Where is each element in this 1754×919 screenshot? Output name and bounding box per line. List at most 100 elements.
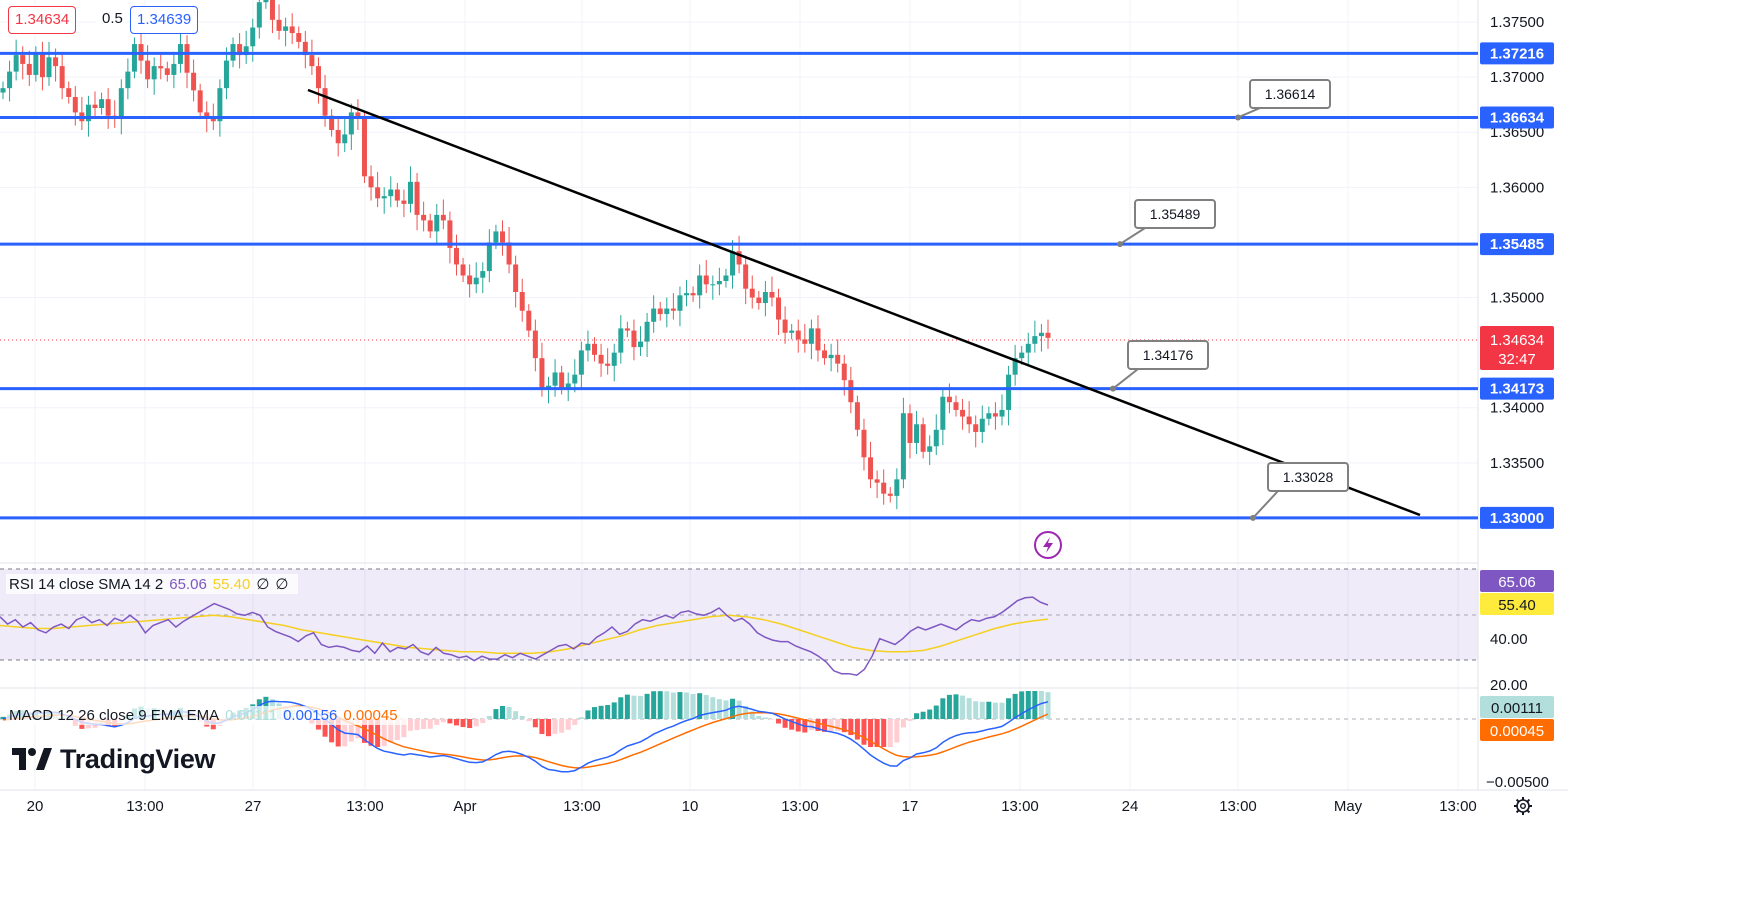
candle-body — [973, 424, 979, 432]
callout-pointer — [1112, 368, 1139, 390]
candle-body — [1038, 332, 1044, 337]
macd-histogram-bar — [657, 691, 663, 719]
macd-histogram-bar — [572, 719, 578, 725]
time-tick-label: 13:00 — [126, 798, 164, 815]
candle-body — [664, 308, 670, 315]
price-tick-label: 1.37500 — [1490, 14, 1544, 31]
callout-label: 1.34176 — [1143, 347, 1194, 363]
candle-body — [1045, 332, 1051, 338]
candle-body — [868, 457, 874, 480]
candle-body — [348, 112, 354, 135]
candle-body — [684, 293, 690, 296]
candle-body — [841, 363, 847, 381]
level-axis-label-bg — [1480, 377, 1554, 400]
time-tick-label: 10 — [682, 798, 699, 815]
time-tick-label: May — [1334, 798, 1363, 815]
callout-pointer — [1252, 490, 1279, 519]
candle-body — [204, 112, 210, 120]
candle-body — [585, 343, 591, 351]
candle-body — [572, 374, 578, 384]
macd-histogram-bar — [513, 711, 519, 719]
candle-body — [762, 292, 768, 304]
macd-legend[interactable]: MACD 12 26 close 9 EMA EMA 0.00111 0.00156… — [6, 706, 407, 725]
level-axis-label: 1.36634 — [1490, 109, 1545, 126]
price-axis[interactable]: 1.37500 1.37000 1.36500 1.36000 1.35000 1.340… — [1490, 14, 1544, 472]
tradingview-logo-icon — [12, 748, 52, 770]
macd-histogram-bar — [427, 719, 433, 729]
candle-body — [131, 44, 137, 72]
macd-histogram-bar — [644, 693, 650, 719]
candle-body — [776, 297, 782, 320]
macd-histogram-bar — [894, 719, 900, 743]
level-axis-label: 1.35485 — [1490, 236, 1544, 253]
support-resistance-levels[interactable]: 1.37216 1.36634 1.35485 1.34173 1.33000 — [0, 42, 1554, 529]
macd-histogram-bar — [460, 719, 466, 728]
macd-legend-signal: 0.00045 — [343, 707, 398, 724]
macd-histogram-bar — [769, 719, 775, 720]
macd-histogram-bar — [631, 695, 637, 719]
candle-body — [822, 350, 828, 359]
level-axis-label-bg — [1480, 506, 1554, 529]
ohlc-buy-price[interactable]: 1.34639 — [130, 6, 199, 34]
tradingview-logo[interactable]: TradingView — [12, 742, 216, 776]
candle-body — [887, 493, 893, 496]
candle-body — [197, 90, 203, 113]
price-chart[interactable]: 1.37500 1.37000 1.36500 1.36000 1.35000 1.340… — [0, 0, 1568, 822]
level-axis-label: 1.34173 — [1490, 381, 1544, 398]
candle-body — [361, 119, 367, 177]
candle-body — [33, 52, 39, 75]
macd-histogram-bar — [381, 719, 387, 747]
macd-histogram-bar — [907, 719, 913, 721]
macd-histogram-bar — [375, 719, 381, 747]
macd-histogram-bar — [677, 692, 683, 719]
candle-body — [289, 26, 295, 34]
candle-body — [486, 242, 492, 272]
gear-icon[interactable] — [1514, 797, 1532, 815]
candle-body — [460, 264, 466, 276]
macd-histogram-bar — [815, 719, 821, 732]
candle-body — [854, 402, 860, 430]
candle-body — [657, 308, 663, 315]
candle-body — [835, 354, 841, 364]
candle-body — [85, 104, 91, 122]
candle-body — [342, 134, 348, 144]
candle-body — [782, 319, 788, 333]
level-callouts[interactable]: 1.36614 1.35489 1.34176 1.33028 — [1110, 79, 1349, 521]
candle-body — [953, 402, 959, 410]
trend-line[interactable] — [307, 88, 1421, 517]
macd-histogram-bar — [434, 719, 440, 725]
macd-histogram-bar — [927, 709, 933, 719]
macd-histogram-bar — [624, 694, 630, 719]
macd-histogram-bar — [1025, 691, 1031, 719]
candle-body — [315, 66, 321, 89]
candle-body — [72, 96, 78, 113]
candle-body — [966, 416, 972, 425]
macd-histogram-bar — [1038, 691, 1044, 719]
candle-body — [802, 339, 808, 344]
candle-body — [243, 46, 249, 56]
time-tick-label: Apr — [453, 798, 476, 815]
candle-body — [414, 181, 420, 215]
macd-histogram-bar — [966, 698, 972, 719]
macd-histogram-bar — [453, 719, 459, 726]
ohlc-sell-price[interactable]: 1.34634 — [8, 6, 77, 34]
callout-box — [1127, 340, 1209, 370]
callout-anchor — [1235, 114, 1241, 121]
callout-anchor — [1250, 514, 1256, 521]
candle-body — [914, 424, 920, 443]
candle-body — [881, 482, 887, 494]
rsi-sma-axis-label-bg — [1480, 593, 1554, 615]
rsi-legend[interactable]: RSI 14 close SMA 14 2 65.06 55.40 ∅ ∅ — [6, 574, 298, 594]
candle-body — [697, 275, 703, 296]
rsi-pane[interactable] — [0, 596, 1049, 677]
candle-body — [263, 0, 269, 3]
macd-histogram-bar — [559, 719, 565, 733]
time-axis[interactable]: 20 13:00 27 13:00 Apr 13:00 10 13:00 17 13:00 24 13… — [27, 798, 1477, 815]
candle-body — [946, 396, 952, 403]
macd-histogram-bar — [808, 719, 814, 731]
candle-body — [986, 413, 992, 419]
candle-body — [322, 88, 328, 116]
macd-histogram-bar — [532, 719, 538, 728]
candle-body — [710, 284, 716, 286]
lightning-icon[interactable] — [1034, 531, 1062, 559]
